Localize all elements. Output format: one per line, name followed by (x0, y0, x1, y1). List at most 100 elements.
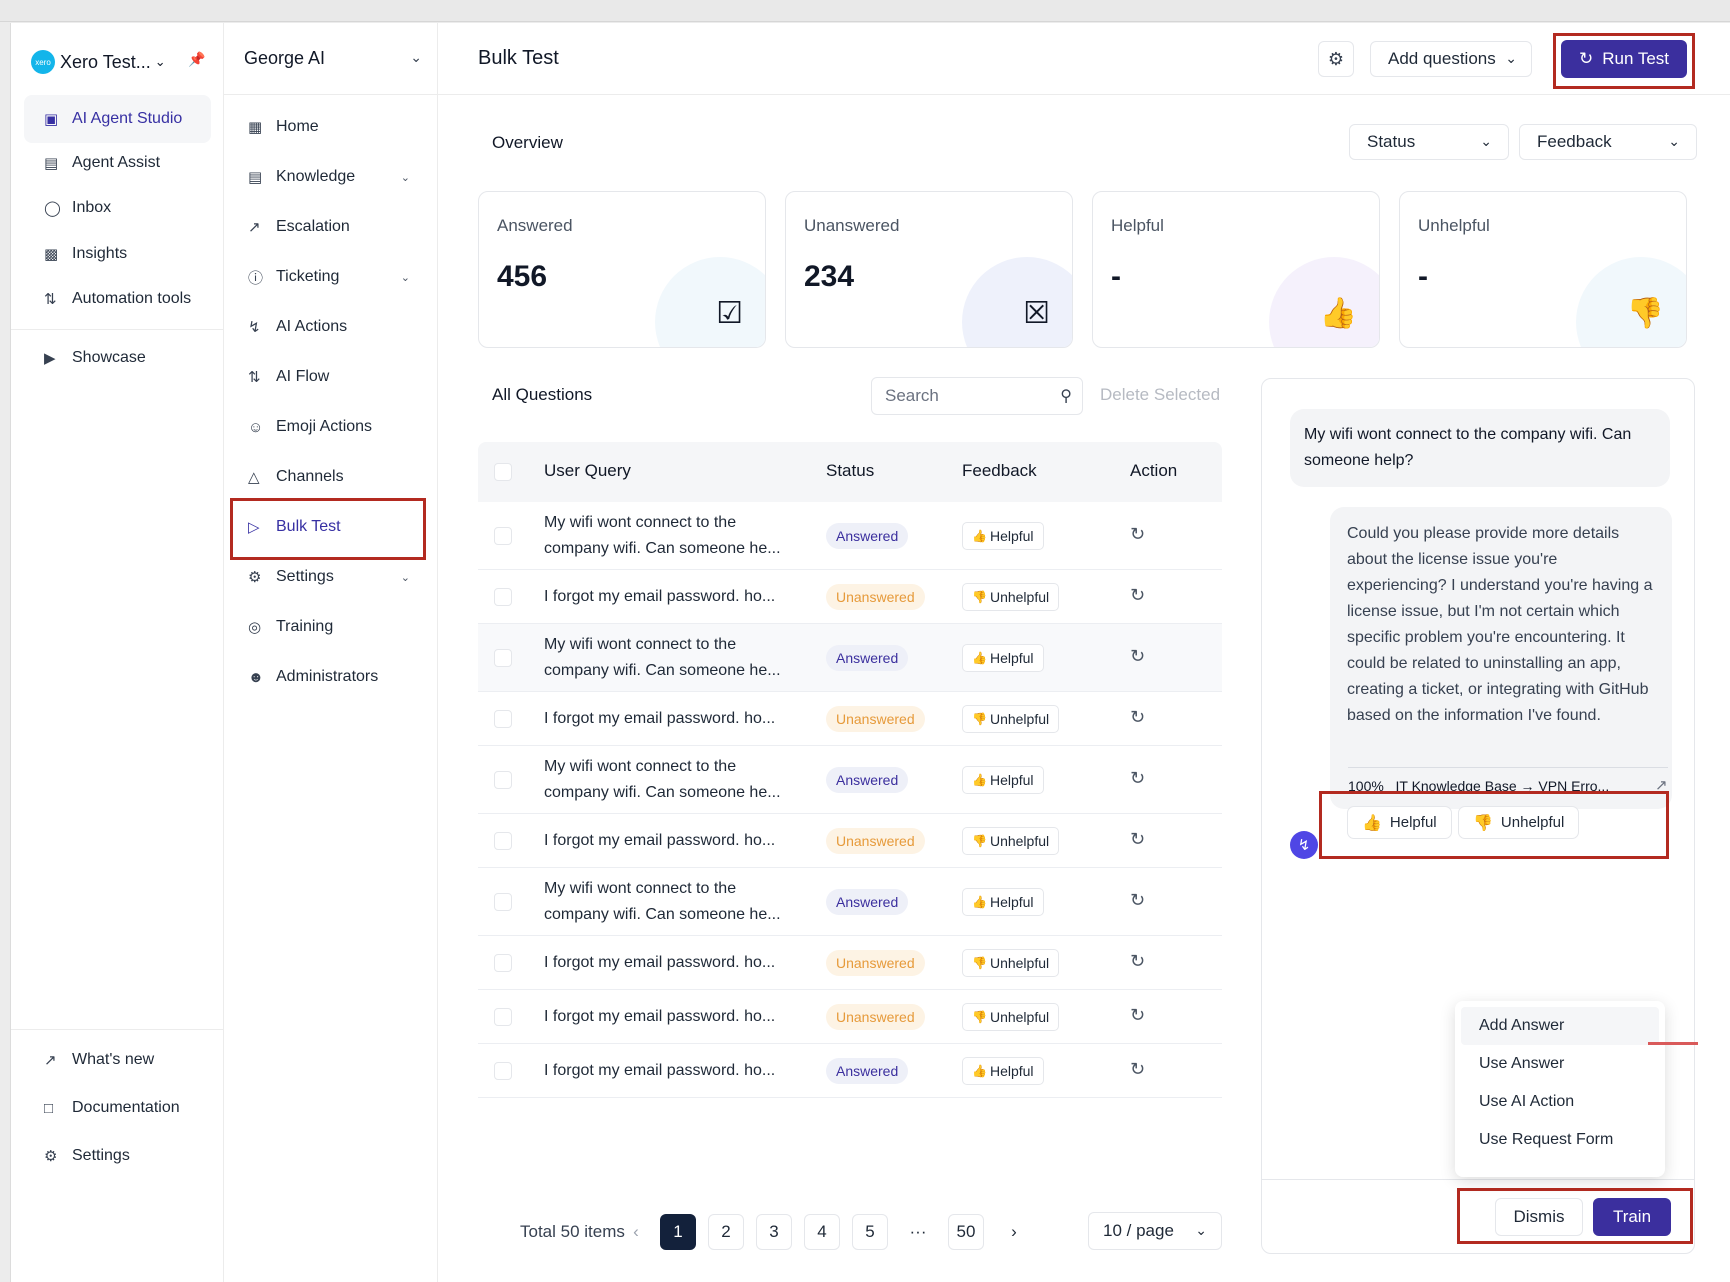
rerun-icon[interactable]: ↻ (1130, 707, 1146, 727)
feedback-tag: 👍 Helpful (962, 522, 1044, 550)
sidebar-item-agent-assist[interactable]: ▤ Agent Assist (24, 139, 211, 187)
menu-item-use-request-form[interactable]: Use Request Form (1479, 1131, 1614, 1148)
rerun-icon[interactable]: ↻ (1130, 768, 1146, 788)
rerun-icon[interactable]: ↻ (1130, 890, 1146, 910)
rerun-icon[interactable]: ↻ (1130, 524, 1146, 544)
rerun-icon[interactable]: ↻ (1130, 829, 1146, 849)
page-ellipsis[interactable]: ··· (909, 1222, 927, 1241)
page-button[interactable]: 2 (708, 1214, 744, 1250)
sidebar-item-automation-tools[interactable]: ⇅ Automation tools (24, 275, 211, 323)
row-checkbox[interactable] (494, 832, 512, 850)
table-row[interactable]: My wifi wont connect to the company wifi… (478, 868, 1222, 936)
page-button[interactable]: 50 (948, 1214, 984, 1250)
notebook-icon: ▤ (44, 155, 59, 172)
thumbs-up-icon: 👍 (1362, 814, 1382, 832)
rerun-icon[interactable]: ↻ (1130, 646, 1146, 666)
sidebar-item-documentation[interactable]: □ Documentation (24, 1085, 214, 1131)
agent-nav-bulk-test[interactable]: ▷ Bulk Test (234, 504, 424, 550)
nav-label: Emoji Actions (276, 418, 373, 435)
page-button[interactable]: 1 (660, 1214, 696, 1250)
rerun-icon[interactable]: ↻ (1130, 1005, 1146, 1025)
search-icon: ⚲ (1060, 388, 1072, 405)
table-row[interactable]: My wifi wont connect to the company wifi… (478, 746, 1222, 814)
train-button[interactable]: Train (1593, 1198, 1671, 1236)
chevron-down-icon: ⌄ (1505, 50, 1517, 66)
rerun-icon[interactable]: ↻ (1130, 951, 1146, 971)
feedback-label: Unhelpful (989, 1009, 1050, 1025)
sidebar-item-ai-agent-studio[interactable]: ▣ AI Agent Studio (24, 95, 211, 143)
row-checkbox[interactable] (494, 954, 512, 972)
agent-nav-home[interactable]: ▦ Home (234, 104, 424, 150)
menu-item-use-answer[interactable]: Use Answer (1479, 1055, 1565, 1072)
run-test-button[interactable]: ↻ Run Test (1561, 40, 1687, 78)
sidebar-item-settings[interactable]: ⚙ Settings (24, 1133, 214, 1179)
agent-nav-escalation[interactable]: ↗ Escalation (234, 204, 424, 250)
row-checkbox[interactable] (494, 1008, 512, 1026)
table-row[interactable]: My wifi wont connect to the company wifi… (478, 624, 1222, 692)
workspace-switcher[interactable]: xero Xero Test... ⌄ (31, 47, 166, 77)
dismiss-button[interactable]: Dismis (1495, 1198, 1583, 1236)
rerun-icon[interactable]: ↻ (1130, 585, 1146, 605)
sidebar-item-insights[interactable]: ▩ Insights (24, 230, 211, 278)
agent-switcher[interactable]: George AI ⌄ (224, 23, 438, 95)
status-badge: Unanswered (826, 584, 925, 610)
page-button[interactable]: 4 (804, 1214, 840, 1250)
table-row[interactable]: My wifi wont connect to the company wifi… (478, 502, 1222, 570)
row-checkbox[interactable] (494, 710, 512, 728)
select-all-checkbox[interactable] (494, 463, 512, 481)
nav-label: Ticketing (276, 268, 340, 285)
table-row[interactable]: I forgot my email password. ho... Answere… (478, 1044, 1222, 1098)
table-row[interactable]: I forgot my email password. ho... Unanswe… (478, 570, 1222, 624)
sidebar-item-inbox[interactable]: ◯ Inbox (24, 184, 211, 232)
delete-selected-button[interactable]: Delete Selected (1100, 385, 1221, 404)
table-row[interactable]: I forgot my email password. ho... Unanswe… (478, 990, 1222, 1044)
search-input[interactable]: Search ⚲ (871, 377, 1083, 415)
agent-nav-settings[interactable]: ⚙ Settings ⌄ (234, 554, 424, 600)
table-row[interactable]: I forgot my email password. ho... Unanswe… (478, 692, 1222, 746)
agent-nav-channels[interactable]: △ Channels (234, 454, 424, 500)
helpful-button[interactable]: 👍 Helpful (1347, 806, 1452, 839)
agent-nav-ticketing[interactable]: ⓘ Ticketing ⌄ (234, 254, 424, 300)
page-button[interactable]: 5 (852, 1214, 888, 1250)
users-icon: ☻ (248, 668, 264, 686)
sidebar-item-whats-new[interactable]: ↗ What's new (24, 1037, 214, 1083)
next-page-button[interactable]: › (1011, 1222, 1017, 1241)
sidebar-item-showcase[interactable]: ▶ Showcase (24, 334, 211, 382)
agent-nav-administrators[interactable]: ☻ Administrators (234, 654, 424, 700)
agent-nav-emoji-actions[interactable]: ☺ Emoji Actions (234, 404, 424, 450)
row-checkbox[interactable] (494, 527, 512, 545)
external-link-icon[interactable]: ↗ (1655, 777, 1668, 794)
feedback-filter[interactable]: Feedback ⌄ (1519, 124, 1697, 160)
table-row[interactable]: I forgot my email password. ho... Unanswe… (478, 936, 1222, 990)
agent-nav-training[interactable]: ◎ Training (234, 604, 424, 650)
agent-name: George AI (244, 48, 326, 68)
page-button[interactable]: 3 (756, 1214, 792, 1250)
bot-avatar: ↯ (1290, 831, 1318, 859)
page-size-label: 10 / page (1103, 1221, 1174, 1240)
rerun-icon[interactable]: ↻ (1130, 1059, 1146, 1079)
row-checkbox[interactable] (494, 649, 512, 667)
settings-button[interactable]: ⚙ (1318, 41, 1354, 77)
annotation-line (1648, 1042, 1698, 1045)
row-checkbox[interactable] (494, 893, 512, 911)
page-size-select[interactable]: 10 / page ⌄ (1088, 1212, 1222, 1250)
status-filter[interactable]: Status ⌄ (1349, 124, 1509, 160)
pin-icon[interactable]: 📌 (188, 51, 206, 67)
agent-nav-knowledge[interactable]: ▤ Knowledge ⌄ (234, 154, 424, 200)
row-checkbox[interactable] (494, 1062, 512, 1080)
status-badge: Answered (826, 523, 909, 549)
row-checkbox[interactable] (494, 771, 512, 789)
table-row[interactable]: I forgot my email password. ho... Unanswe… (478, 814, 1222, 868)
agent-nav-ai-actions[interactable]: ↯ AI Actions (234, 304, 424, 350)
row-checkbox[interactable] (494, 588, 512, 606)
menu-item-use-ai-action[interactable]: Use AI Action (1479, 1093, 1575, 1110)
add-questions-dropdown[interactable]: Add questions ⌄ (1370, 41, 1532, 77)
source-reference[interactable]: 100% IT Knowledge Base → VPN Erro... (1348, 778, 1609, 794)
gear-icon: ⚙ (248, 569, 262, 586)
card-label: Unanswered (804, 216, 900, 235)
agent-nav-ai-flow[interactable]: ⇅ AI Flow (234, 354, 424, 400)
divider (11, 1029, 224, 1030)
menu-item-add-answer[interactable]: Add Answer (1461, 1007, 1659, 1045)
prev-page-button[interactable]: ‹ (633, 1222, 639, 1241)
unhelpful-button[interactable]: 👎 Unhelpful (1458, 806, 1580, 839)
